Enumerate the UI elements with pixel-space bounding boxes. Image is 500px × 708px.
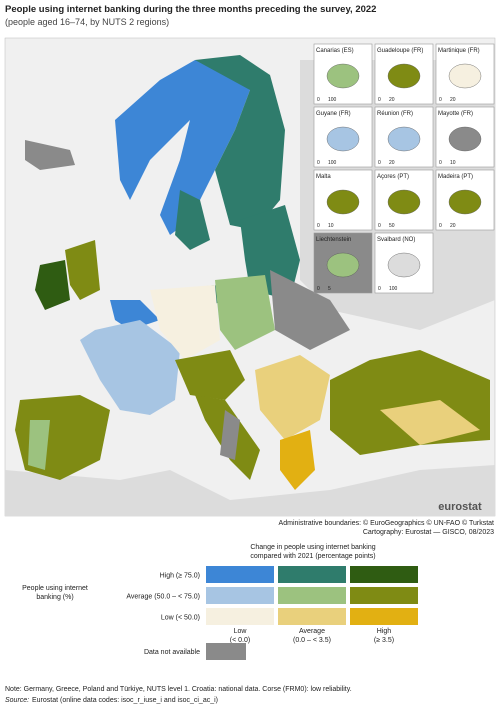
legend-swatch [350, 566, 418, 583]
inset-label: Malta [316, 174, 331, 180]
logo: eurostat [438, 501, 482, 513]
inset-scale: 50 [389, 223, 395, 229]
legend-swatch [278, 566, 346, 583]
legend-row-label: Low (< 50.0) [161, 615, 200, 622]
inset-scale: 0 [439, 97, 442, 103]
inset-shape [448, 63, 482, 89]
credit: Cartography: Eurostat — GISCO, 08/2023 [363, 529, 494, 536]
legend-swatch [278, 608, 346, 625]
legend-swatch [206, 608, 274, 625]
inset-label: Madeira (PT) [438, 174, 473, 180]
legend-row-title: People using internet [22, 585, 88, 592]
inset-scale: 0 [317, 160, 320, 166]
legend-swatch-na [206, 643, 246, 660]
inset-scale: 0 [378, 223, 381, 229]
source-label: Source: [5, 697, 29, 704]
inset-shape [387, 63, 421, 89]
inset-scale: 20 [389, 160, 395, 166]
inset-shape [387, 126, 421, 152]
inset-shape [448, 126, 482, 152]
inset-frame [374, 43, 434, 105]
legend-swatch [278, 587, 346, 604]
inset-shape [326, 126, 360, 152]
legend-column-label: Low [234, 628, 248, 635]
legend-swatch [350, 608, 418, 625]
inset-scale: 20 [450, 223, 456, 229]
credit: Administrative boundaries: © EuroGeograp… [279, 519, 495, 527]
legend-column-label: (≥ 3.5) [374, 637, 394, 644]
inset-shape [326, 189, 360, 215]
inset-scale: 5 [328, 286, 331, 292]
inset-scale: 100 [328, 160, 337, 166]
legend-column-label: (0.0 – < 3.5) [293, 637, 331, 644]
inset-label: Mayotte (FR) [438, 111, 473, 117]
legend-swatch [350, 587, 418, 604]
inset-label: Açores (PT) [377, 174, 409, 180]
inset-shape [387, 189, 421, 215]
inset-scale: 100 [389, 286, 398, 292]
inset-scale: 0 [378, 286, 381, 292]
inset-label: Liechtenstein [316, 237, 351, 243]
inset-scale: 0 [317, 286, 320, 292]
inset-scale: 0 [378, 160, 381, 166]
legend-column-title: compared with 2021 (percentage points) [250, 553, 375, 560]
inset-scale: 0 [317, 97, 320, 103]
legend-na-label: Data not available [144, 649, 200, 656]
inset-scale: 10 [450, 160, 456, 166]
inset-label: Guadeloupe (FR) [377, 48, 423, 54]
legend-swatch [206, 587, 274, 604]
note: Note: Germany, Greece, Poland and Türkiy… [5, 686, 352, 693]
legend-column-label: Average [299, 628, 325, 635]
legend-column-label: High [377, 628, 392, 635]
inset-label: Réunion (FR) [377, 111, 413, 117]
inset-label: Svalbard (NO) [377, 237, 415, 243]
inset-scale: 0 [439, 160, 442, 166]
subtitle: (people aged 16–74, by NUTS 2 regions) [5, 17, 169, 27]
title: People using internet banking during the… [5, 4, 376, 15]
inset-label: Guyane (FR) [316, 111, 351, 117]
inset-shape [387, 252, 421, 278]
legend-swatch [206, 566, 274, 583]
inset-scale: 0 [317, 223, 320, 229]
inset-shape [326, 63, 360, 89]
legend: High (≥ 75.0) Average (50.0 – < 75.0) Low … [126, 566, 418, 660]
legend-column-title: Change in people using internet banking [250, 544, 375, 551]
source: Eurostat (online data codes: isoc_r_iuse… [32, 697, 218, 704]
inset-shape [448, 189, 482, 215]
inset-scale: 10 [328, 223, 334, 229]
inset-scale: 100 [328, 97, 337, 103]
legend-row-title: banking (%) [36, 594, 73, 601]
inset-scale: 0 [439, 223, 442, 229]
inset-scale: 20 [450, 97, 456, 103]
legend-row-label: Average (50.0 – < 75.0) [126, 594, 200, 601]
inset-label: Canarias (ES) [316, 48, 354, 54]
legend-column-label: (< 0.0) [230, 637, 250, 644]
inset-shape [326, 252, 360, 278]
inset-scale: 0 [378, 97, 381, 103]
legend-row-label: High (≥ 75.0) [160, 573, 200, 580]
inset-scale: 20 [389, 97, 395, 103]
inset-label: Martinique (FR) [438, 48, 480, 54]
